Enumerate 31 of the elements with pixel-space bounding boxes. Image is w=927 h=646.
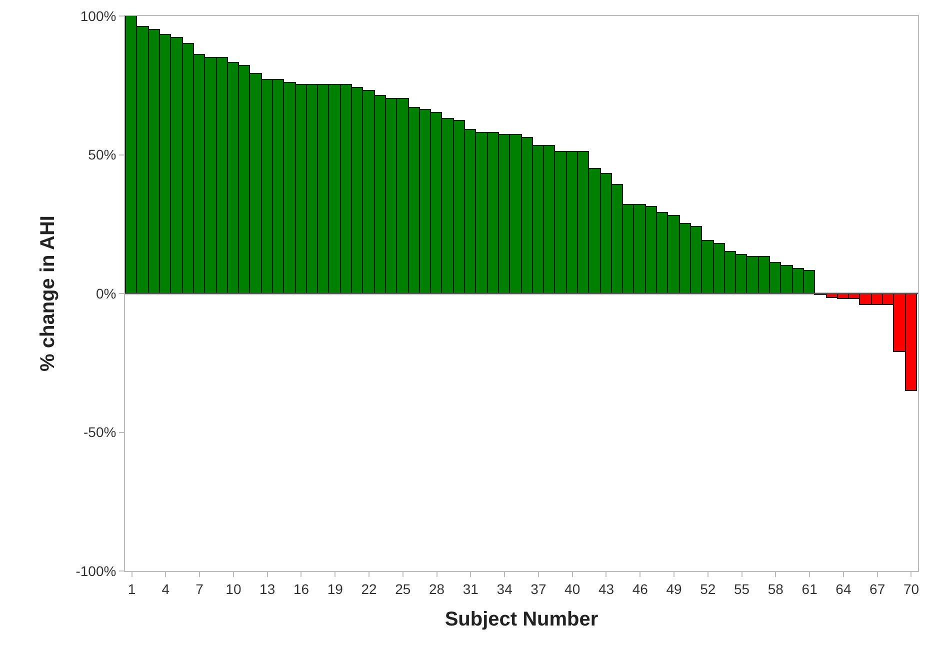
x-tick-label: 46 — [632, 580, 648, 597]
x-tick-label: 52 — [700, 580, 716, 597]
y-tick-label: 0% — [96, 285, 116, 302]
x-tick-label: 49 — [666, 580, 682, 597]
x-tick-label: 58 — [768, 580, 784, 597]
y-tick-label: 100% — [80, 8, 116, 24]
x-tick-label: 61 — [802, 580, 818, 597]
x-tick-label: 25 — [395, 580, 411, 597]
x-tick-label: 70 — [903, 580, 920, 597]
y-tick-label: 50% — [88, 146, 116, 163]
x-tick-label: 19 — [327, 580, 344, 597]
x-tick-label: 1 — [128, 580, 136, 597]
x-tick-label: 10 — [226, 580, 242, 597]
x-tick-label: 55 — [734, 580, 750, 597]
x-tick-label: 16 — [293, 580, 310, 597]
x-tick-label: 43 — [598, 580, 614, 597]
x-tick-label: 37 — [530, 580, 546, 597]
x-tick-label: 64 — [836, 580, 852, 597]
x-tick-label: 31 — [462, 580, 479, 597]
x-tick-label: 22 — [361, 580, 377, 597]
x-tick-label: 34 — [496, 580, 513, 597]
y-tick-label: -100% — [76, 562, 116, 579]
x-tick-label: 13 — [260, 580, 276, 597]
x-axis-title: Subject Number — [444, 608, 598, 630]
y-tick-label: -50% — [84, 424, 116, 440]
x-tick-label: 7 — [196, 580, 204, 597]
x-tick-label: 67 — [870, 580, 886, 597]
x-tick-label: 40 — [564, 580, 580, 597]
x-tick-label: 28 — [428, 580, 445, 597]
y-axis-title: % change in AHI — [37, 216, 60, 372]
x-tick-label: 4 — [162, 580, 170, 597]
